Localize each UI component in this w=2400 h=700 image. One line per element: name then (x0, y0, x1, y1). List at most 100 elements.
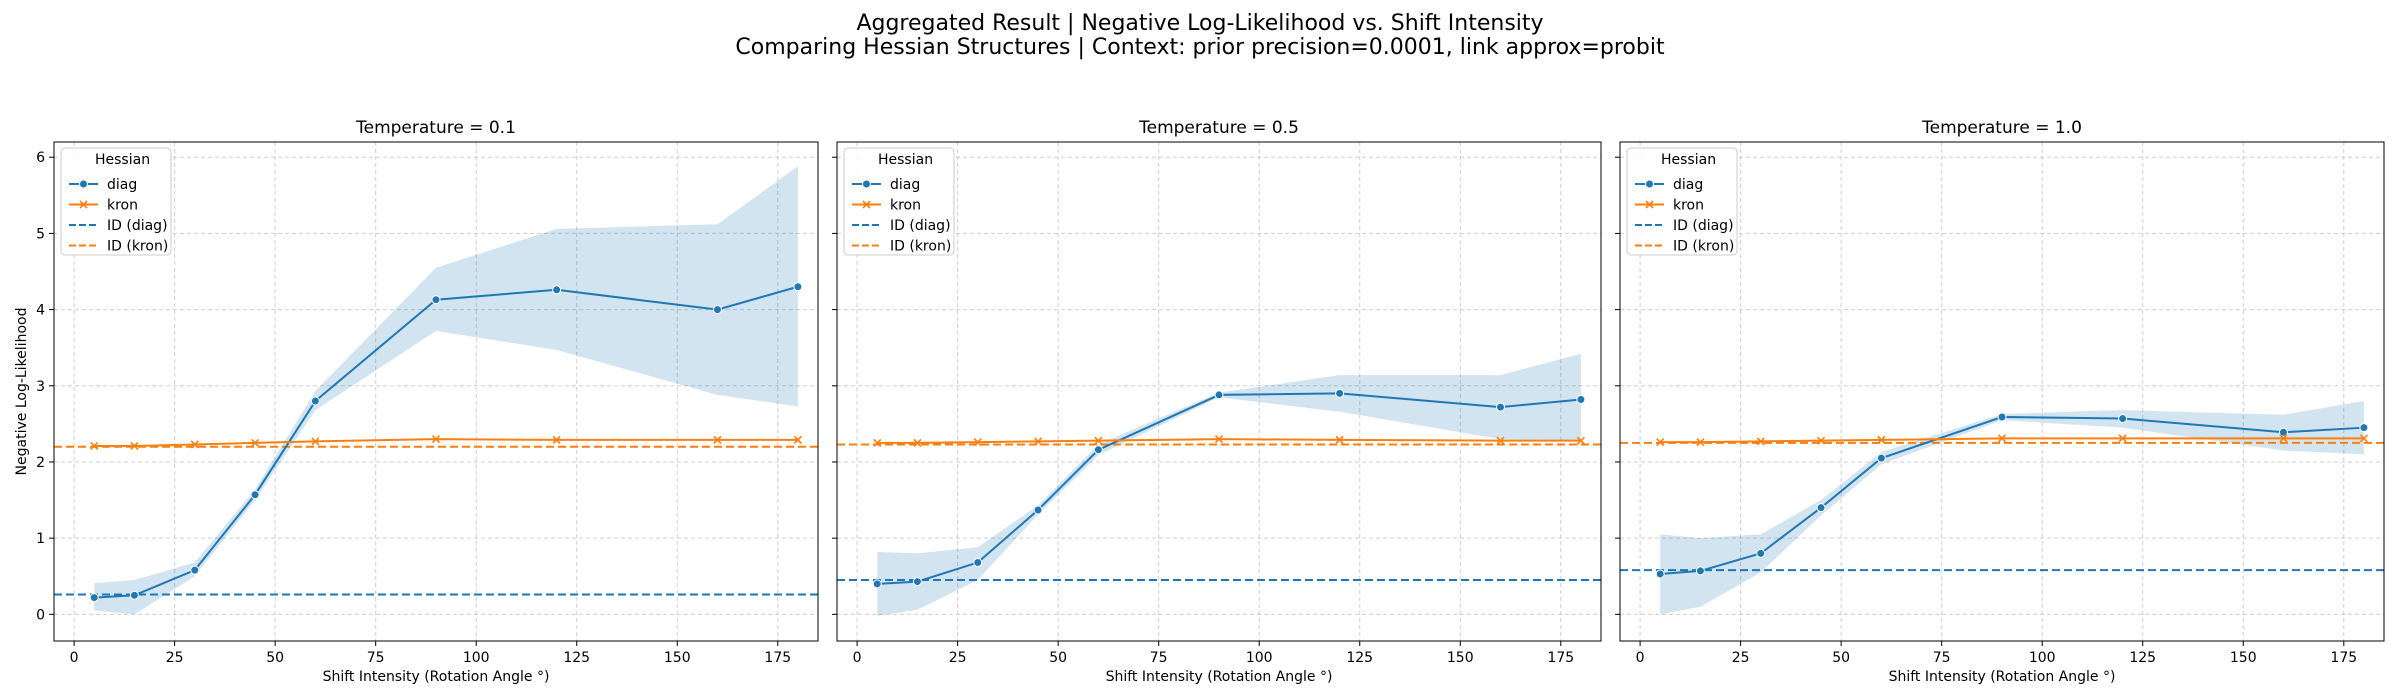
panel-title: Temperature = 0.1 (355, 118, 516, 138)
y-tick-label: 3 (36, 379, 45, 395)
point-kron (1656, 438, 1665, 447)
x-tick-label: 150 (1447, 650, 1474, 666)
x-tick-label: 25 (1732, 650, 1750, 666)
legend-entry-label: ID (kron) (890, 239, 951, 255)
point-kron-stroke (2118, 434, 2127, 443)
point-diag (89, 593, 99, 603)
legend-entry-label: diag (1673, 177, 1703, 193)
y-tick-label: 1 (36, 531, 45, 547)
x-axis-label: Shift Intensity (Rotation Angle °) (1889, 669, 2116, 685)
point-kron (793, 435, 802, 444)
point-kron-stroke (1214, 435, 1224, 444)
point-kron-stroke (90, 441, 99, 451)
point-kron (873, 438, 882, 447)
point-kron (1576, 436, 1585, 445)
point-kron (311, 437, 320, 446)
point-diag (310, 396, 320, 406)
legend-title: Hessian (1661, 152, 1716, 168)
legend-entry-label: ID (diag) (107, 218, 168, 234)
y-tick-label: 0 (36, 607, 45, 623)
y-tick-label: 5 (36, 226, 45, 242)
point-diag (2359, 423, 2369, 433)
point-kron-stroke (1756, 437, 1765, 446)
x-tick-label: 50 (1049, 650, 1067, 666)
x-tick-label: 100 (2029, 650, 2056, 666)
point-kron-stroke (190, 440, 199, 449)
x-tick-label: 150 (2230, 650, 2257, 666)
x-tick-label: 175 (2330, 650, 2357, 666)
point-diag (190, 565, 200, 575)
point-diag (1495, 402, 1505, 412)
x-tick-label: 0 (853, 650, 862, 666)
point-kron-stroke (130, 441, 139, 451)
point-kron-stroke (1816, 436, 1826, 445)
x-tick-label: 25 (949, 650, 967, 666)
point-diag (1093, 445, 1103, 455)
y-axis-label: Negative Log-Likelihood (14, 308, 30, 476)
legend-box (843, 147, 955, 256)
point-kron-stroke (1696, 438, 1705, 447)
legend-marker-diag (79, 179, 88, 189)
panel-title: Temperature = 0.5 (1138, 118, 1299, 138)
point-kron-stroke (1997, 434, 2007, 443)
point-kron (1496, 436, 1505, 445)
legend-marker-diag (862, 179, 871, 189)
point-kron (2118, 434, 2127, 443)
point-kron (90, 441, 99, 451)
point-kron-stroke (1496, 436, 1505, 445)
legend: Hessian diag kron ID (diag) ID (kron) (843, 147, 955, 256)
point-kron (431, 435, 441, 444)
point-kron (1816, 436, 1826, 445)
point-diag (973, 558, 983, 568)
legend-entry-label: kron (890, 198, 921, 214)
panel-3: 0 25 50 75 100 125 150 175 Temperature = 1.0 Shif… (1615, 118, 2385, 685)
point-kron-stroke (1877, 435, 1886, 444)
point-kron-stroke (973, 438, 982, 447)
x-tick-label: 125 (1346, 650, 1373, 666)
point-kron (1214, 435, 1224, 444)
point-kron-stroke (1576, 436, 1585, 445)
point-kron (250, 438, 260, 447)
point-kron (713, 435, 722, 444)
legend-marker-kron (1645, 200, 1654, 209)
point-kron (1094, 436, 1103, 445)
x-tick-label: 75 (1933, 650, 1951, 666)
panel-2: 0 25 50 75 100 125 150 175 Temperature = 0.5 Shif… (832, 118, 1602, 685)
legend-entry-label: ID (diag) (1673, 218, 1734, 234)
x-axis-label: Shift Intensity (Rotation Angle °) (323, 669, 550, 685)
figure-title-line2: Comparing Hessian Structures | Context: … (735, 35, 1665, 60)
x-tick-label: 75 (367, 650, 385, 666)
legend-title: Hessian (95, 152, 150, 168)
point-kron-stroke (1656, 438, 1665, 447)
plot-area (837, 353, 1601, 616)
axes-frame (1619, 141, 2385, 642)
legend-box (1626, 147, 1738, 256)
x-tick-label: 0 (1636, 650, 1645, 666)
point-diag (1816, 503, 1826, 513)
y-tick-label: 4 (36, 303, 45, 319)
diag-confidence-band (1660, 401, 2364, 615)
point-diag (552, 285, 562, 295)
legend-entry-label: kron (1673, 198, 1704, 214)
point-diag (1756, 548, 1766, 558)
point-kron (1033, 437, 1043, 446)
legend-entry-label: ID (diag) (890, 218, 951, 234)
legend: Hessian diag kron ID (diag) ID (kron) (60, 147, 172, 256)
point-kron (130, 441, 139, 451)
point-diag (2118, 414, 2128, 424)
point-kron-stroke (1033, 437, 1043, 446)
point-diag (1695, 566, 1705, 576)
point-kron-stroke (873, 438, 882, 447)
point-kron (913, 438, 922, 447)
point-diag (1655, 569, 1665, 579)
panel-1: 0 25 50 75 100 125 150 175 0 1 2 3 4 5 6 Temperature = … (14, 118, 819, 685)
point-kron (190, 440, 199, 449)
y-tick-label: 6 (36, 150, 45, 166)
plot-area (1620, 401, 2384, 615)
point-diag (250, 490, 260, 500)
point-diag (129, 590, 139, 600)
figure-title-line1: Aggregated Result | Negative Log-Likelih… (856, 11, 1544, 36)
point-diag (431, 295, 441, 305)
point-kron-stroke (793, 435, 802, 444)
